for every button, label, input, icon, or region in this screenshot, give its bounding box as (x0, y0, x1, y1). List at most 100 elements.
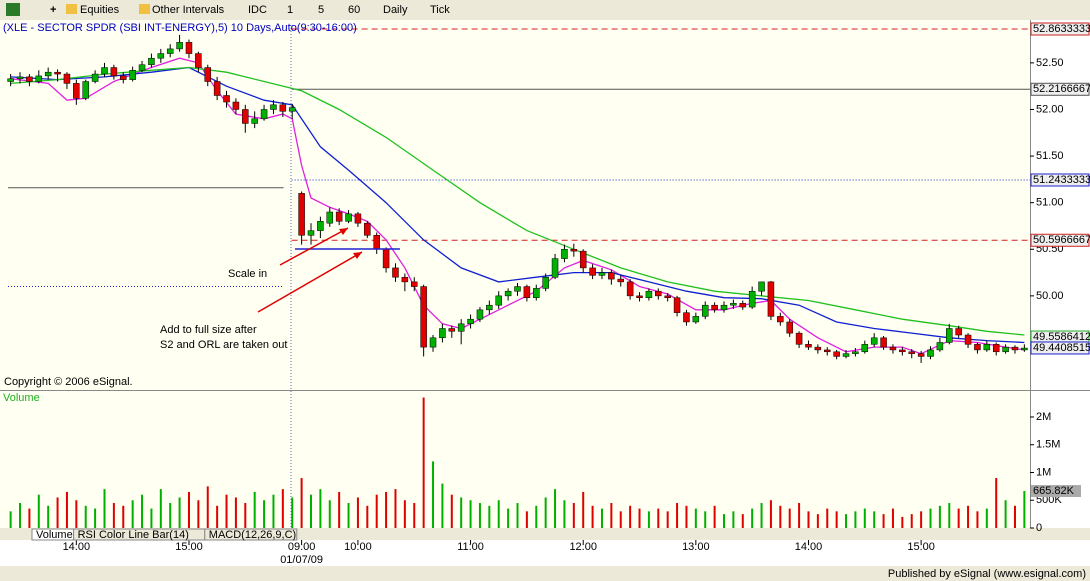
candle-body (899, 349, 906, 353)
candle-body (955, 328, 962, 336)
x-tick-label: 09:00 (288, 541, 316, 553)
y-tick-label: 500K (1036, 494, 1062, 506)
candle-body (1011, 346, 1019, 351)
candle-body (777, 316, 784, 323)
volume-bar (666, 511, 669, 528)
volume-bar (225, 494, 228, 528)
volume-bar (882, 514, 885, 528)
candle-body (542, 276, 549, 289)
volume-bar (554, 489, 557, 528)
candle-body (748, 290, 756, 308)
volume-bar (582, 491, 585, 528)
x-tick-label: 14:00 (63, 541, 91, 553)
toolbar-item[interactable]: Other Intervals (152, 4, 225, 16)
volume-bar (863, 508, 866, 528)
candle-body (401, 276, 409, 283)
volume-bar (563, 500, 566, 528)
volume-bar (300, 478, 303, 528)
candle-body (242, 109, 249, 124)
volume-bar (403, 500, 406, 528)
volume-bar (150, 508, 153, 528)
volume-bar (694, 508, 697, 528)
y-tick-label: 51.50 (1036, 150, 1064, 162)
copyright: Copyright © 2006 eSignal. (4, 376, 133, 388)
volume-bar (535, 505, 538, 528)
volume-bar (544, 497, 547, 528)
x-date-label: 01/07/09 (280, 554, 323, 566)
last-volume-label: 665.82K (1033, 485, 1075, 497)
volume-bar (169, 503, 172, 528)
level-label-box (1030, 341, 1090, 355)
toolbar-icon[interactable] (6, 3, 20, 16)
x-tick-label: 14:00 (795, 541, 823, 553)
volume-bar (103, 489, 106, 528)
candle-body (908, 351, 915, 354)
volume-bar (159, 489, 162, 528)
toolbar-item[interactable]: 60 (348, 4, 360, 16)
tab-label: Volume (36, 529, 73, 541)
y-tick-label: 52.50 (1036, 57, 1064, 69)
chart-title: (XLE - SECTOR SPDR (SBI INT-ENERGY),5) 1… (3, 22, 357, 34)
toolbar-item[interactable]: IDC (248, 4, 267, 16)
y-tick-label: 1.5M (1036, 439, 1060, 451)
volume-bar (291, 497, 294, 528)
candle-body (608, 272, 615, 280)
volume-bar (685, 505, 688, 528)
candle-body (260, 109, 268, 120)
add-icon[interactable]: + (50, 4, 56, 16)
candle-body (964, 334, 972, 345)
candle-body (392, 267, 399, 278)
volume-bar (394, 489, 397, 528)
candle-body (35, 75, 43, 82)
volume-bar (19, 503, 22, 528)
volume-bar (591, 505, 594, 528)
folder-icon (139, 4, 150, 14)
volume-bar (629, 505, 632, 528)
volume-bar (676, 503, 679, 528)
tab[interactable] (204, 528, 298, 541)
toolbar: Equities Other Intervals IDC 1 5 60 Daily Tick (80, 4, 450, 16)
candle-body (213, 81, 221, 96)
candle-body (842, 353, 850, 357)
volume-bar (816, 514, 819, 528)
volume-bar (985, 508, 988, 528)
candle-body (870, 337, 878, 345)
candle-body (129, 70, 136, 80)
volume-bar (732, 511, 735, 528)
moving-average (10, 66, 1025, 336)
y-axis-pane (1030, 20, 1090, 528)
volume-bar (187, 491, 190, 528)
candle-body (354, 213, 362, 224)
volume-bar (807, 511, 810, 528)
candle-body (279, 104, 287, 112)
candle-body (992, 344, 1000, 353)
volume-bar (94, 508, 97, 528)
volume-bar (28, 508, 31, 528)
footer: Published by eSignal (www.esignal.com) (888, 568, 1086, 580)
candle-body (270, 104, 277, 110)
toolbar-item[interactable]: Tick (430, 4, 450, 16)
candle-body (185, 42, 193, 54)
candle-body (974, 344, 981, 351)
toolbar-item[interactable]: Equities (80, 4, 120, 16)
volume-bar (638, 508, 641, 528)
plot: 52.5052.0051.5051.0050.5050.0052.8633333… (7, 22, 1090, 566)
volume-bar (338, 491, 341, 528)
volume-bar (723, 514, 726, 528)
volume-bar (413, 503, 416, 528)
volume-bar (845, 514, 848, 528)
volume-bar (788, 508, 791, 528)
candle-body (739, 303, 747, 308)
candle-body (645, 290, 653, 298)
toolbar-item[interactable]: Daily (383, 4, 408, 16)
level-label-box (1030, 82, 1090, 96)
candle-body (833, 351, 840, 357)
toolbar-item[interactable]: 1 (287, 4, 293, 16)
candle-body (626, 281, 634, 297)
candle-body (655, 290, 662, 297)
toolbar-item[interactable]: 5 (318, 4, 324, 16)
candle-body (420, 286, 427, 348)
candle-body (101, 67, 108, 75)
candle-body (138, 64, 146, 71)
